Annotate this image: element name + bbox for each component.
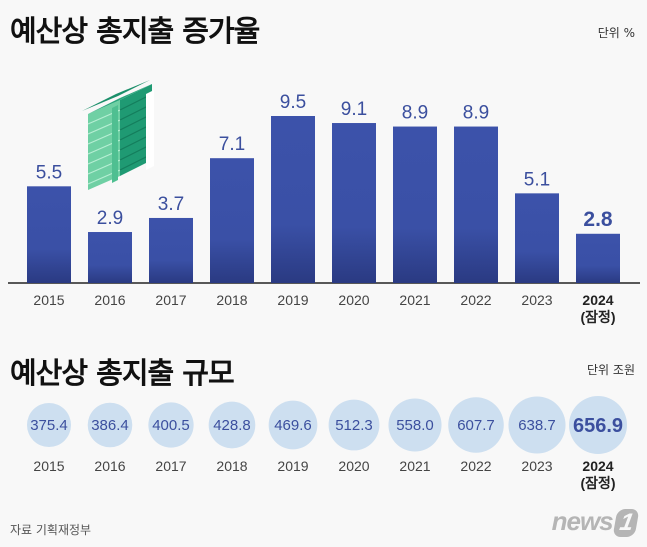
- size-year-label: 2019: [277, 458, 308, 474]
- bar-value-label: 8.9: [463, 103, 489, 124]
- x-tick-label: 2021: [399, 292, 430, 308]
- x-tick-label: 2015: [33, 292, 64, 308]
- size-value-label: 469.6: [274, 417, 312, 434]
- size-value-label: 656.9: [573, 415, 623, 437]
- bar-value-label: 9.5: [280, 92, 306, 113]
- bar-value-label: 5.5: [36, 162, 62, 183]
- size-year-label: 2018: [216, 458, 247, 474]
- bar-2016: [88, 232, 132, 283]
- size-circle-2021: [388, 398, 442, 452]
- x-tick-label: 2018: [216, 292, 247, 308]
- news1-logo: news 1: [551, 506, 640, 537]
- size-circle-2020: [328, 399, 380, 451]
- x-tick-label: 2019: [277, 292, 308, 308]
- growth-chart-title: 예산상 총지출 증가율: [10, 14, 260, 48]
- size-unit-label: 단위 조원: [587, 363, 635, 377]
- size-value-label: 400.5: [152, 417, 190, 434]
- size-value-label: 607.7: [457, 417, 495, 434]
- bar-value-label: 3.7: [158, 194, 184, 215]
- size-year-label: 2017: [155, 458, 186, 474]
- size-circle-2016: [87, 402, 133, 448]
- money-stack-icon: [82, 80, 154, 190]
- bar-value-label: 5.1: [524, 169, 550, 190]
- bar-2020: [332, 123, 376, 283]
- size-chart-title: 예산상 총지출 규모: [10, 356, 235, 390]
- size-value-label: 375.4: [30, 417, 68, 434]
- size-value-label: 638.7: [518, 417, 556, 434]
- x-tick-label: 2017: [155, 292, 186, 308]
- size-circle-2019: [268, 400, 318, 450]
- size-year-sublabel: (잠정): [580, 475, 615, 491]
- bar-value-label: 8.9: [402, 103, 428, 124]
- size-year-label: 2016: [94, 458, 125, 474]
- size-circle-2024: [569, 396, 627, 454]
- x-tick-label: 2023: [521, 292, 552, 308]
- bar-2024: [576, 233, 620, 283]
- bar-2018: [210, 158, 254, 283]
- size-circle-2022: [448, 397, 504, 453]
- size-value-label: 512.3: [335, 417, 373, 434]
- size-circle-2017: [148, 402, 194, 448]
- size-value-label: 558.0: [396, 417, 434, 434]
- size-circle-2018: [208, 401, 256, 449]
- x-tick-label: 2024: [582, 292, 613, 308]
- bar-2017: [149, 217, 193, 283]
- bar-2022: [454, 126, 498, 284]
- size-value-label: 386.4: [91, 417, 129, 434]
- x-tick-label: 2022: [460, 292, 491, 308]
- size-value-label: 428.8: [213, 417, 251, 434]
- size-year-label: 2023: [521, 458, 552, 474]
- size-year-label: 2022: [460, 458, 491, 474]
- growth-unit-label: 단위 %: [597, 26, 635, 40]
- bar-value-label: 2.8: [583, 208, 613, 231]
- x-tick-sublabel: (잠정): [580, 309, 615, 325]
- size-year-label: 2020: [338, 458, 369, 474]
- bar-value-label: 9.1: [341, 99, 367, 120]
- size-year-label: 2024: [582, 458, 613, 474]
- bar-value-label: 7.1: [219, 134, 245, 155]
- bar-value-label: 2.9: [97, 208, 123, 229]
- size-circle-2015: [26, 402, 72, 448]
- size-circle-2023: [508, 396, 566, 454]
- source-label: 자료 기획재정부: [10, 523, 92, 537]
- x-tick-label: 2020: [338, 292, 369, 308]
- bar-2015: [27, 186, 71, 283]
- logo-mark: 1: [612, 509, 640, 537]
- bar-2023: [515, 193, 559, 283]
- bar-2019: [271, 116, 315, 283]
- size-year-label: 2015: [33, 458, 64, 474]
- bar-2021: [393, 126, 437, 284]
- x-tick-label: 2016: [94, 292, 125, 308]
- logo-text: news: [551, 506, 614, 536]
- size-year-label: 2021: [399, 458, 430, 474]
